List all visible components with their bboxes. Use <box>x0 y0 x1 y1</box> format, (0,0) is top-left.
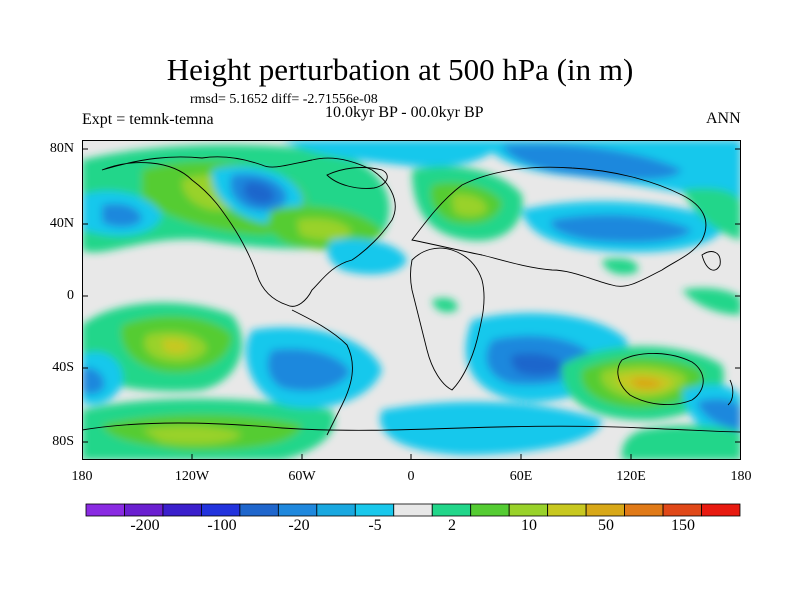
colorbar-label-10: 10 <box>521 517 537 534</box>
colorbar-swatch <box>277 503 318 517</box>
lon-label-0: 0 <box>407 469 415 484</box>
season-label: ANN <box>706 110 741 127</box>
experiment-label: Expt = temnk-temna <box>82 111 214 128</box>
colorbar-label-50: 50 <box>598 517 614 534</box>
lon-label-180e: 180 <box>730 469 752 484</box>
colorbar-swatch <box>239 503 279 517</box>
lat-label-80s: 80S <box>52 434 74 449</box>
coastlines <box>82 156 741 436</box>
colorbar-swatch <box>701 503 741 517</box>
colorbar-label-m100: -100 <box>207 517 237 534</box>
colorbar-swatch <box>162 503 202 517</box>
colorbar-label-2: 2 <box>448 517 456 534</box>
plot-title: Height perturbation at 500 hPa (in m) <box>166 52 634 87</box>
lon-label-60e: 60E <box>509 469 533 484</box>
colorbar-swatch <box>393 503 433 517</box>
colorbar-swatch <box>585 503 625 517</box>
colorbar-swatch <box>85 503 125 517</box>
colorbar-swatch <box>662 503 702 517</box>
lat-label-80n: 80N <box>49 141 74 156</box>
colorbar-swatch <box>316 503 356 517</box>
colorbar-swatch <box>547 503 587 517</box>
colorbar-swatch <box>508 503 549 517</box>
stats-line: rmsd= 5.1652 diff= -2.71556e-08 <box>190 92 378 107</box>
colorbar-label-m5: -5 <box>368 517 382 534</box>
ticks <box>82 148 741 460</box>
contour-field <box>82 140 741 460</box>
colorbar-label-150: 150 <box>671 517 695 534</box>
period-label: 10.0kyr BP - 00.0kyr BP <box>325 104 484 121</box>
colorbar-label-m200: -200 <box>130 517 160 534</box>
lat-label-40n: 40N <box>49 216 74 231</box>
colorbar-swatch <box>201 503 241 517</box>
lon-label-180w: 180 <box>71 469 93 484</box>
colorbar-swatch <box>431 503 472 517</box>
lon-label-60w: 60W <box>288 469 316 484</box>
colorbar-swatch <box>470 503 510 517</box>
colorbar-swatch <box>354 503 395 517</box>
lon-label-120w: 120W <box>174 469 210 484</box>
colorbar-swatch <box>624 503 664 517</box>
colorbar <box>85 503 741 517</box>
colorbar-swatch <box>124 503 164 517</box>
lat-label-40s: 40S <box>52 360 74 375</box>
lat-label-0: 0 <box>67 288 74 303</box>
lon-label-120e: 120E <box>616 469 646 484</box>
map-panel <box>82 140 741 460</box>
colorbar-label-m20: -20 <box>288 517 310 534</box>
